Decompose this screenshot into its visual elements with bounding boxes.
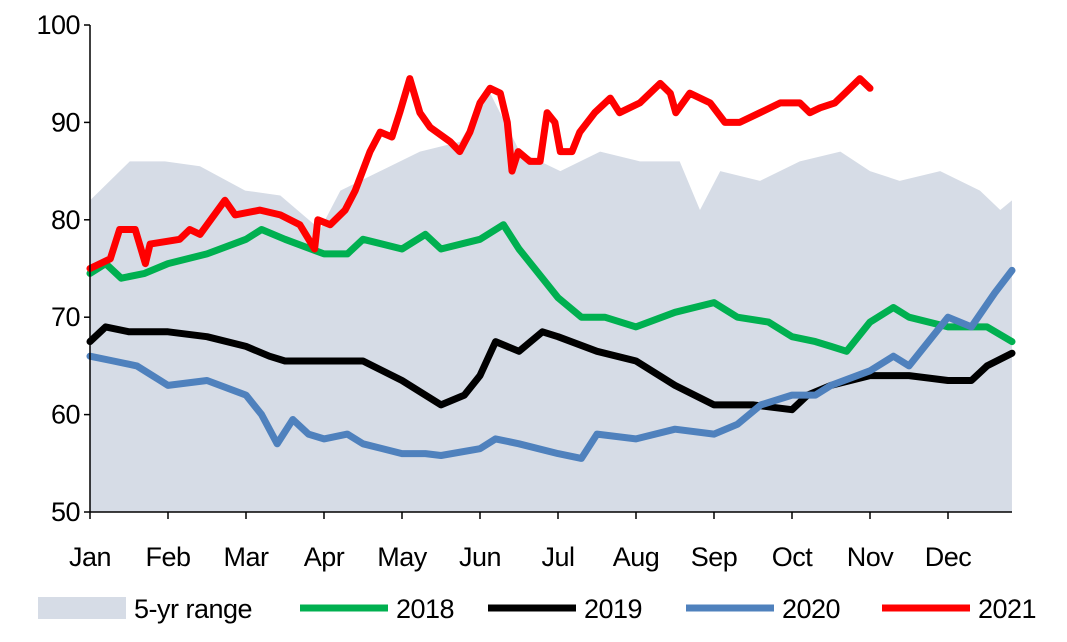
y-tick-label: 60 [51,400,80,430]
y-tick-label: 100 [36,10,80,40]
legend-label-2019: 2019 [584,594,642,624]
x-ticks: Jan Feb Mar Apr May Jun Jul Aug Sep Oct Nov Dec [69,512,972,572]
x-tick-label: Sep [691,542,738,572]
legend-label-range: 5-yr range [134,594,252,624]
x-tick-label: Nov [847,542,895,572]
legend-label-2020: 2020 [782,594,840,624]
series-line-2021 [86,75,874,272]
y-tick-label: 90 [51,107,80,137]
y-tick-label: 50 [51,497,80,527]
series-line-2020 [86,266,1016,462]
x-tick-label: Apr [304,542,345,572]
legend: 5-yr range 2018 2019 2020 2021 [38,594,1037,624]
x-tick-label: Aug [613,542,660,572]
x-tick-label: Mar [224,542,270,572]
y-ticks: 50 60 70 80 90 100 [36,10,90,527]
x-tick-label: Oct [772,542,814,572]
legend-label-2018: 2018 [396,594,454,624]
x-tick-label: Jan [69,542,111,572]
x-tick-label: May [377,542,428,572]
x-tick-label: Jul [541,542,574,572]
legend-swatch-range [38,597,126,619]
plot-area [86,75,1016,513]
legend-label-2021: 2021 [978,594,1036,624]
y-tick-label: 80 [51,205,80,235]
x-tick-label: Dec [925,542,972,572]
x-tick-label: Feb [145,542,190,572]
x-tick-label: Jun [459,542,501,572]
y-tick-label: 70 [51,302,80,332]
series-line-2018 [86,221,1016,355]
